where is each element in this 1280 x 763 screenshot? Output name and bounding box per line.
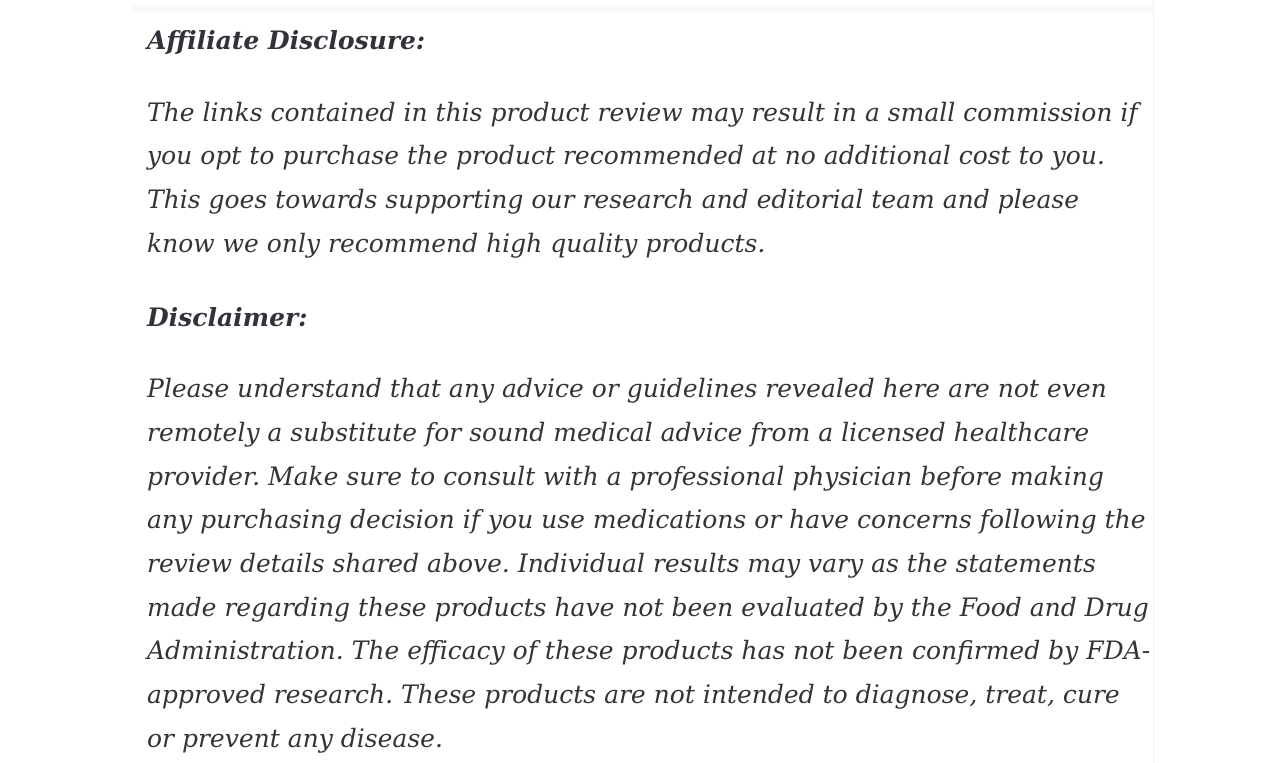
affiliate-disclosure-section: Affiliate Disclosure: The links containe… bbox=[147, 19, 1153, 266]
previous-section-divider bbox=[133, 5, 1153, 13]
affiliate-disclosure-paragraph: The links contained in this product revi… bbox=[147, 97, 1138, 258]
content-right-divider bbox=[1153, 0, 1154, 763]
disclosure-content: Affiliate Disclosure: The links containe… bbox=[147, 0, 1153, 763]
affiliate-disclosure-heading: Affiliate Disclosure: bbox=[147, 26, 426, 55]
disclaimer-section: Disclaimer: Please understand that any a… bbox=[147, 296, 1153, 761]
disclaimer-paragraph: Please understand that any advice or gui… bbox=[147, 374, 1151, 753]
disclaimer-heading: Disclaimer: bbox=[147, 302, 308, 332]
